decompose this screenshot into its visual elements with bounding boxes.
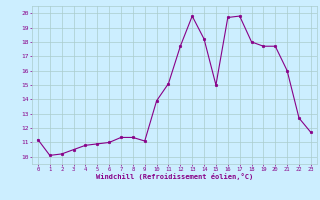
X-axis label: Windchill (Refroidissement éolien,°C): Windchill (Refroidissement éolien,°C) xyxy=(96,173,253,180)
